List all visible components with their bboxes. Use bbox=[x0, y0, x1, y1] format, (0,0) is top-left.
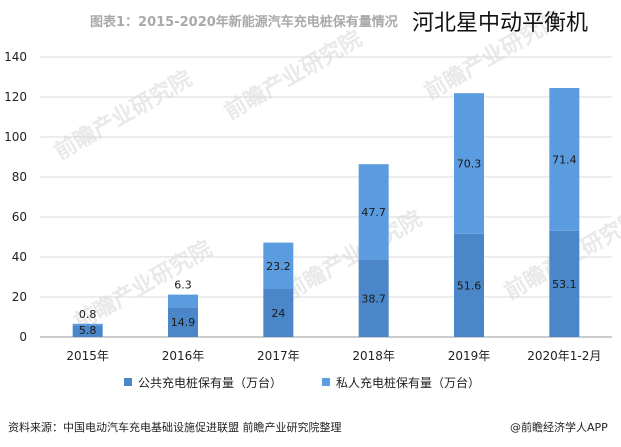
data-label-private: 70.3 bbox=[457, 158, 482, 171]
gridlines bbox=[40, 56, 612, 338]
watermark-text: 前瞻产业研究院 bbox=[50, 66, 196, 166]
bar-public bbox=[549, 230, 580, 337]
data-label-public: 24 bbox=[271, 307, 285, 320]
y-tick-label: 120 bbox=[4, 90, 27, 104]
bar-public bbox=[454, 233, 484, 337]
data-label-private: 0.8 bbox=[79, 308, 97, 321]
data-label-public: 38.7 bbox=[361, 292, 386, 305]
x-category-label: 2015年 bbox=[66, 349, 109, 363]
legend-swatch bbox=[124, 378, 132, 386]
data-label-private: 6.3 bbox=[174, 279, 192, 292]
data-label-public: 5.8 bbox=[79, 324, 97, 337]
overlay-text: 河北星中动平衡机 bbox=[412, 11, 588, 36]
y-axis-ticks: 0 20 40 60 80 100 120 140 bbox=[4, 50, 27, 344]
x-category-label: 2017年 bbox=[257, 349, 300, 363]
x-axis-categories: 2015年 2016年 2017年 2018年 2019年 2020年1-2月 bbox=[66, 349, 601, 363]
bar-private bbox=[168, 294, 198, 308]
bar-public bbox=[263, 289, 294, 337]
y-tick-label: 140 bbox=[4, 50, 27, 64]
y-tick-label: 0 bbox=[19, 330, 27, 344]
x-category-label: 2016年 bbox=[162, 349, 205, 363]
watermark-text: 前瞻产业研究院 bbox=[220, 26, 366, 126]
x-category-label: 2020年1-2月 bbox=[527, 349, 601, 363]
data-label-private: 71.4 bbox=[552, 153, 577, 166]
data-label-private: 23.2 bbox=[266, 260, 291, 273]
y-tick-label: 20 bbox=[12, 290, 27, 304]
bar-public bbox=[168, 307, 198, 337]
data-label-public: 51.6 bbox=[457, 279, 482, 292]
data-label-public: 14.9 bbox=[171, 316, 196, 329]
bar-private bbox=[454, 93, 484, 234]
brand-note: @前瞻经济学人APP bbox=[510, 420, 608, 434]
y-tick-label: 40 bbox=[12, 250, 27, 264]
watermarks: 前瞻产业研究院前瞻产业研究院前瞻产业研究院前瞻产业研究院前瞻产业研究院前瞻产业研… bbox=[50, 6, 621, 336]
y-tick-label: 100 bbox=[4, 130, 27, 144]
data-label-private: 47.7 bbox=[361, 206, 386, 219]
legend: 公共充电桩保有量（万台） 私人充电桩保有量（万台） bbox=[124, 375, 480, 390]
watermark-text: 前瞻产业研究院 bbox=[280, 206, 426, 306]
x-category-label: 2018年 bbox=[352, 349, 395, 363]
bar-private bbox=[549, 88, 580, 231]
bar-public bbox=[358, 259, 389, 337]
legend-swatch bbox=[322, 378, 330, 386]
source-note: 资料来源：中国电动汽车充电基础设施促进联盟 前瞻产业研究院整理 bbox=[8, 420, 342, 434]
x-category-label: 2019年 bbox=[448, 349, 491, 363]
bar-private bbox=[72, 323, 103, 326]
bar-private bbox=[358, 164, 389, 260]
data-label-public: 53.1 bbox=[552, 278, 577, 291]
y-tick-label: 60 bbox=[12, 210, 27, 224]
legend-label: 私人充电桩保有量（万台） bbox=[336, 375, 480, 390]
bar-public bbox=[72, 325, 103, 337]
bar-private bbox=[263, 242, 294, 289]
legend-label: 公共充电桩保有量（万台） bbox=[138, 375, 282, 390]
bars: 5.8 0.8 14.9 6.3 24 23.2 38.7 47.7 51.6 70.3 53.1 7… bbox=[72, 88, 580, 337]
chart-title: 图表1：2015-2020年新能源汽车充电桩保有量情况 bbox=[90, 14, 398, 30]
y-tick-label: 80 bbox=[12, 170, 27, 184]
